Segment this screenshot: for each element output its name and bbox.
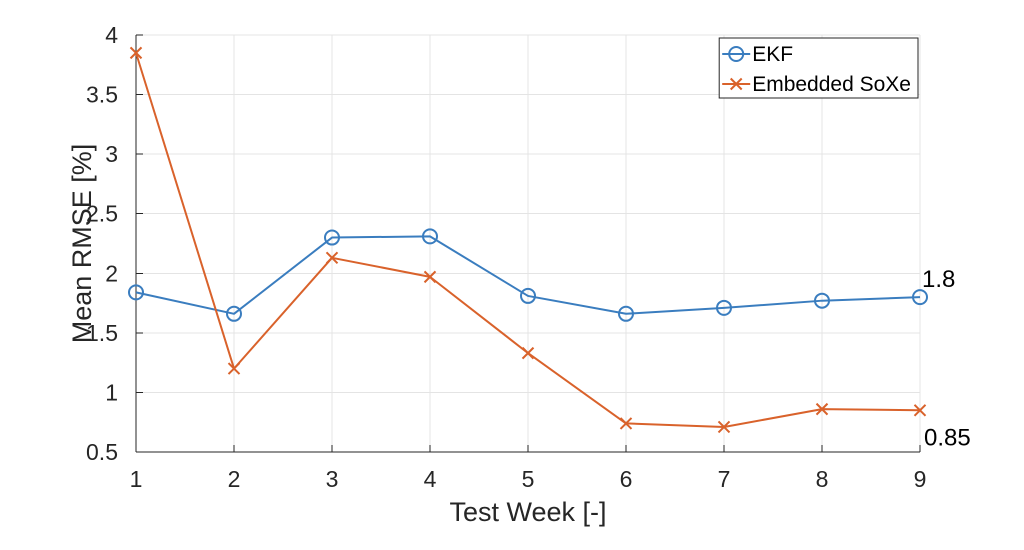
ekf-point — [520, 287, 536, 304]
y-tick-label: 2.5 — [86, 201, 118, 227]
y-tick-label: 3 — [105, 141, 118, 167]
embedded-soxe-point — [815, 402, 829, 416]
y-tick-label: 0.5 — [86, 439, 118, 465]
y-tick-label: 2 — [105, 260, 118, 286]
x-tick-label: 5 — [522, 466, 535, 492]
legend: EKF Embedded SoXe — [718, 37, 919, 99]
ekf-point — [814, 292, 830, 309]
ekf-point — [226, 305, 242, 322]
ekf-point — [618, 305, 634, 322]
legend-entry-ekf: EKF — [722, 43, 793, 66]
embedded-soxe-point — [423, 270, 437, 284]
embedded-soxe-point — [913, 404, 927, 417]
x-tick-label: 3 — [326, 466, 339, 492]
y-axis-label: Mean RMSE [%] — [67, 144, 97, 344]
embedded-soxe-point — [129, 46, 143, 60]
ekf-point — [716, 299, 732, 316]
ekf-point — [324, 229, 340, 246]
x-tick-label: 9 — [914, 466, 927, 492]
y-tick-label: 1.5 — [86, 320, 118, 346]
legend-x-marker-icon — [729, 77, 743, 91]
annotation-label: 0.85 — [924, 424, 971, 451]
y-tick-label: 3.5 — [86, 82, 118, 108]
x-tick-label: 4 — [424, 466, 437, 492]
annotation-label: 1.8 — [922, 266, 955, 293]
x-tick-label: 6 — [620, 466, 633, 492]
plot-series — [128, 46, 928, 434]
annotations: 1.8 0.85 — [922, 266, 971, 451]
legend-label: Embedded SoXe — [752, 73, 911, 96]
series-line-ekf — [135, 235, 921, 315]
axes: 1 2 3 4 5 6 7 8 9 0.5 1 1.5 2 2.5 3 3.5 4 — [86, 22, 926, 492]
series-embedded-soxe — [129, 46, 927, 434]
legend-circle-marker-icon — [728, 46, 745, 62]
y-tick-label: 1 — [105, 379, 118, 405]
series-ekf — [128, 228, 928, 322]
embedded-soxe-point — [717, 420, 731, 434]
x-tick-label: 1 — [130, 466, 143, 492]
legend-label: EKF — [752, 43, 793, 66]
x-axis-label: Test Week [-] — [449, 497, 606, 527]
legend-box — [718, 37, 919, 99]
x-tick-label: 8 — [816, 466, 829, 492]
embedded-soxe-point — [227, 362, 241, 375]
y-tick-label: 4 — [105, 22, 118, 48]
ekf-point — [128, 284, 144, 301]
x-tick-label: 2 — [228, 466, 241, 492]
embedded-soxe-point — [619, 417, 633, 430]
embedded-soxe-point — [521, 346, 535, 360]
legend-entry-embedded-soxe: Embedded SoXe — [722, 73, 911, 96]
embedded-soxe-point — [325, 251, 339, 265]
ekf-point — [912, 289, 928, 306]
ekf-point — [422, 228, 438, 245]
x-tick-label: 7 — [718, 466, 731, 492]
